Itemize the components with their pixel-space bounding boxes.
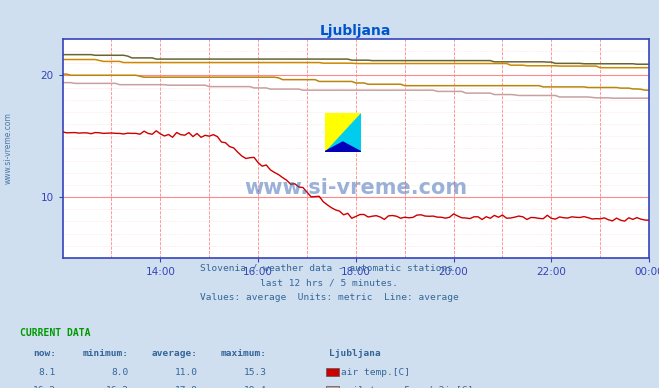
Polygon shape: [325, 113, 361, 152]
Text: 11.0: 11.0: [175, 368, 198, 377]
Text: 8.1: 8.1: [39, 368, 56, 377]
Polygon shape: [325, 142, 361, 152]
Text: 15.3: 15.3: [244, 368, 267, 377]
Text: www.si-vreme.com: www.si-vreme.com: [3, 113, 13, 184]
Text: CURRENT DATA: CURRENT DATA: [20, 328, 90, 338]
Text: last 12 hrs / 5 minutes.: last 12 hrs / 5 minutes.: [260, 279, 399, 288]
Text: www.si-vreme.com: www.si-vreme.com: [244, 178, 467, 198]
Text: 8.0: 8.0: [111, 368, 129, 377]
Title: Ljubljana: Ljubljana: [320, 24, 391, 38]
Text: maximum:: maximum:: [221, 349, 267, 358]
Text: Values: average  Units: metric  Line: average: Values: average Units: metric Line: aver…: [200, 293, 459, 302]
Text: soil temp. 5cm / 2in[C]: soil temp. 5cm / 2in[C]: [341, 386, 474, 388]
Text: Slovenia / weather data - automatic stations.: Slovenia / weather data - automatic stat…: [200, 264, 459, 273]
Text: minimum:: minimum:: [82, 349, 129, 358]
Text: Ljubljana: Ljubljana: [330, 349, 382, 358]
Text: 16.2: 16.2: [33, 386, 56, 388]
Text: now:: now:: [33, 349, 56, 358]
Text: air temp.[C]: air temp.[C]: [341, 368, 411, 377]
Text: 19.4: 19.4: [244, 386, 267, 388]
Polygon shape: [325, 113, 361, 152]
Text: average:: average:: [152, 349, 198, 358]
Text: 16.2: 16.2: [105, 386, 129, 388]
Text: 17.9: 17.9: [175, 386, 198, 388]
